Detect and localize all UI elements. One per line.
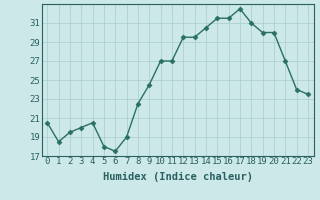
X-axis label: Humidex (Indice chaleur): Humidex (Indice chaleur) [103,172,252,182]
